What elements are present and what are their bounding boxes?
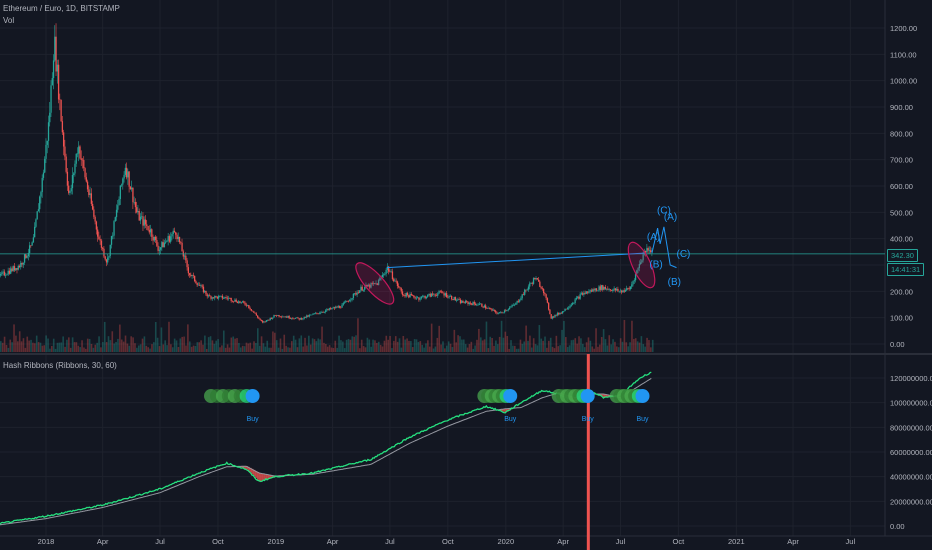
price-axis-tick: 500.00 — [890, 208, 913, 217]
price-axis-tick: 700.00 — [890, 156, 913, 165]
buy-signal-label: Buy — [504, 416, 517, 423]
hash-axis-tick: 120000000.00 — [890, 374, 932, 383]
time-axis-tick: Apr — [557, 537, 569, 546]
time-axis-tick: Apr — [97, 537, 109, 546]
highlight-ellipse-1 — [355, 262, 395, 305]
hash-axis-tick: 60000000.00 — [890, 448, 932, 457]
time-axis-tick: Apr — [327, 537, 339, 546]
signal-dots-group-3 — [551, 389, 595, 403]
time-axis-tick: 2018 — [38, 537, 55, 546]
wave-label: (C) — [677, 249, 691, 260]
price-axis-tick: 600.00 — [890, 182, 913, 191]
price-axis-tick: 400.00 — [890, 235, 913, 244]
wave-label: (B) — [668, 277, 681, 288]
signal-dot — [635, 389, 650, 403]
hash-axis-tick: 100000000.00 — [890, 399, 932, 408]
symbol-title: Ethereum / Euro, 1D, BITSTAMP — [3, 4, 120, 13]
price-axis-tick: 1200.00 — [890, 24, 917, 33]
signal-dot — [503, 389, 518, 403]
countdown-tag: 14:41:31 — [887, 263, 925, 276]
signal-dot — [245, 389, 260, 403]
wave-label: (A) — [664, 212, 677, 223]
volume-bars — [0, 318, 654, 352]
price-axis-tick: 100.00 — [890, 314, 913, 323]
time-axis-tick: Jul — [846, 537, 856, 546]
trend-line — [386, 252, 645, 269]
price-axis-tick: 900.00 — [890, 103, 913, 112]
indicator-title: Hash Ribbons (Ribbons, 30, 60) — [3, 361, 117, 370]
hash-slow-ma-line — [0, 377, 652, 526]
buy-signal-label: Buy — [636, 416, 649, 423]
price-axis-tick: 1100.00 — [890, 50, 917, 59]
time-axis-tick: Jul — [155, 537, 165, 546]
time-axis-tick: Apr — [787, 537, 799, 546]
volume-label: Vol — [3, 16, 15, 25]
time-axis-tick: 2019 — [268, 537, 285, 546]
price-candles — [0, 23, 653, 324]
price-axis-tick: 1000.00 — [890, 77, 917, 86]
wave-label: (A) — [647, 232, 660, 243]
signal-dot — [580, 389, 595, 403]
signal-dots-group-2 — [477, 389, 518, 403]
buy-signal-label: Buy — [582, 416, 595, 423]
price-axis-tick: 200.00 — [890, 287, 913, 296]
hash-axis-tick: 80000000.00 — [890, 423, 932, 432]
hash-axis-tick: 20000000.00 — [890, 497, 932, 506]
hash-axis-tick: 40000000.00 — [890, 473, 932, 482]
time-axis-tick: Jul — [385, 537, 395, 546]
time-axis-tick: Oct — [212, 537, 225, 546]
highlight-ellipse-2 — [627, 241, 656, 289]
buy-signal-label: Buy — [247, 416, 260, 423]
signal-dots-group-4 — [609, 389, 650, 403]
hash-axis-tick: 0.00 — [890, 522, 905, 531]
time-axis-tick: Oct — [442, 537, 455, 546]
price-axis-tick: 800.00 — [890, 129, 913, 138]
price-axis-tick: 0.00 — [890, 340, 905, 349]
time-axis-tick: Oct — [673, 537, 686, 546]
wave-label: (B) — [649, 260, 662, 271]
alert-vertical-bar — [586, 354, 590, 550]
time-axis-tick: 2021 — [728, 537, 745, 546]
last-price-tag: 342.30 — [887, 249, 918, 262]
time-axis-tick: 2020 — [497, 537, 514, 546]
wave-label: (C) — [657, 206, 671, 217]
wave-projection-path — [651, 226, 677, 269]
signal-dots-group-1 — [204, 389, 260, 403]
time-axis-tick: Jul — [616, 537, 626, 546]
hash-fast-ma-line — [0, 371, 652, 525]
